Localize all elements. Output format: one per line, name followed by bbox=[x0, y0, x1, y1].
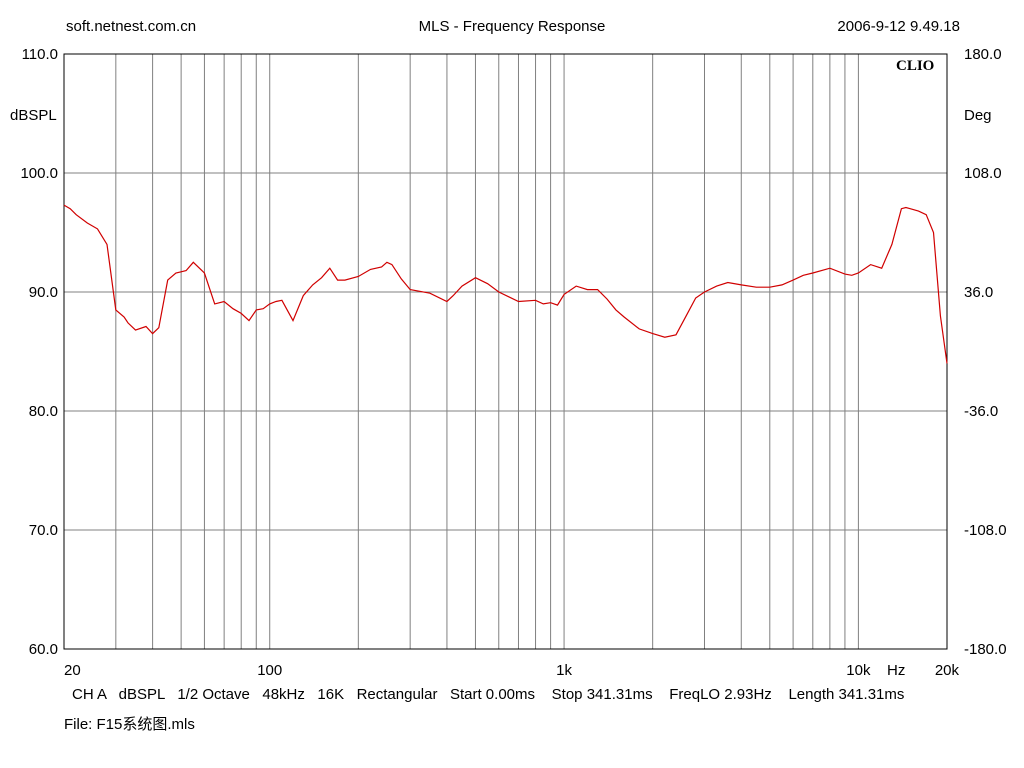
clio-logo-text: CLIO bbox=[896, 58, 934, 74]
header-timestamp: 2006-9-12 9.49.18 bbox=[837, 18, 960, 35]
x-tick-label: 1k bbox=[556, 662, 572, 679]
file-name: File: F15系统图.mls bbox=[64, 716, 195, 733]
y-tick-label: 90.0 bbox=[29, 284, 58, 301]
x-tick-label: 10k bbox=[846, 662, 871, 679]
x-tick-label: 20k bbox=[935, 662, 960, 679]
series-line-spl bbox=[63, 204, 948, 364]
y2-axis-label: Deg bbox=[964, 107, 992, 124]
measurement-settings: CH A dBSPL 1/2 Octave 48kHz 16K Rectangu… bbox=[72, 686, 905, 703]
y-tick-label: 80.0 bbox=[29, 403, 58, 420]
y2-tick-label: -180.0 bbox=[964, 641, 1007, 658]
x-tick-label: 100 bbox=[257, 662, 282, 679]
y2-tick-label: -108.0 bbox=[964, 522, 1007, 539]
plot-frame bbox=[63, 53, 948, 650]
y-tick-label: 100.0 bbox=[20, 165, 58, 182]
chart-title: MLS - Frequency Response bbox=[418, 18, 606, 35]
y2-tick-label: 108.0 bbox=[964, 165, 1002, 182]
y2-tick-label: 180.0 bbox=[964, 46, 1002, 63]
y2-tick-label: -36.0 bbox=[964, 403, 998, 420]
header-website: soft.netnest.com.cn bbox=[66, 18, 197, 35]
y-tick-label: 70.0 bbox=[29, 522, 58, 539]
y-tick-label: 110.0 bbox=[22, 46, 58, 63]
y2-tick-label: 36.0 bbox=[964, 284, 993, 301]
x-axis-unit-label: Hz bbox=[887, 662, 905, 679]
x-tick-label: 20 bbox=[64, 662, 81, 679]
y-axis-label: dBSPL bbox=[10, 107, 57, 124]
y-tick-label: 60.0 bbox=[29, 641, 58, 658]
